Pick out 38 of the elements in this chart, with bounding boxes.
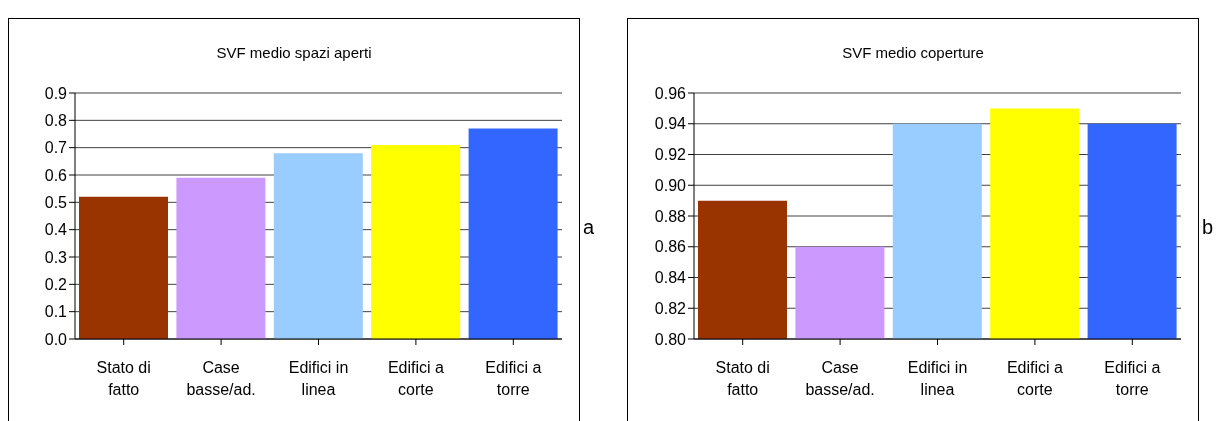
y-tick-label: 0.88 — [654, 207, 687, 225]
y-tick-label: 0.84 — [654, 269, 687, 287]
x-tick-label: Edifici a torre — [1104, 359, 1161, 398]
y-tick-label: 0.5 — [44, 194, 68, 212]
chart-title: SVF medio coperture — [841, 44, 985, 61]
y-tick-label: 0.3 — [44, 248, 68, 266]
y-tick-label: 0.80 — [654, 330, 687, 348]
y-tick-label: 0.90 — [654, 176, 687, 194]
y-tick-label: 0.96 — [654, 84, 687, 102]
x-tick-label: Stato di fatto — [715, 359, 770, 398]
x-tick-label: Edifici a torre — [485, 359, 542, 398]
y-tick-label: 0.2 — [44, 276, 68, 294]
y-tick-label: 0.86 — [654, 238, 687, 256]
text: a — [583, 216, 595, 239]
x-tick-label: Case basse/ad. — [186, 359, 256, 398]
bar — [468, 128, 558, 339]
x-tick-label: Edifici in linea — [288, 359, 349, 398]
bar — [176, 177, 266, 339]
y-tick-label: 0.9 — [44, 84, 68, 102]
x-tick-label: Stato di fatto — [96, 359, 151, 398]
text: b — [1202, 216, 1214, 239]
y-tick-label: 0.1 — [44, 303, 68, 321]
x-tick-label: Case basse/ad. — [805, 359, 875, 398]
y-tick-label: 0.82 — [654, 299, 687, 317]
y-tick-label: 0.92 — [654, 146, 687, 164]
bar — [273, 153, 363, 339]
x-tick-label: Edifici a corte — [387, 359, 445, 398]
y-tick-label: 0.7 — [44, 139, 68, 157]
y-tick-label: 0.6 — [44, 166, 68, 184]
x-tick-label: Edifici a corte — [1006, 359, 1064, 398]
y-tick-label: 0.8 — [44, 112, 68, 130]
bar — [371, 144, 461, 339]
bar — [79, 196, 168, 339]
y-tick-label: 0.0 — [44, 330, 68, 348]
chart-title: SVF medio spazi aperti — [215, 44, 373, 61]
y-tick-label: 0.94 — [654, 115, 687, 133]
y-tick-label: 0.4 — [44, 221, 68, 239]
x-tick-label: Edifici in linea — [907, 359, 968, 398]
